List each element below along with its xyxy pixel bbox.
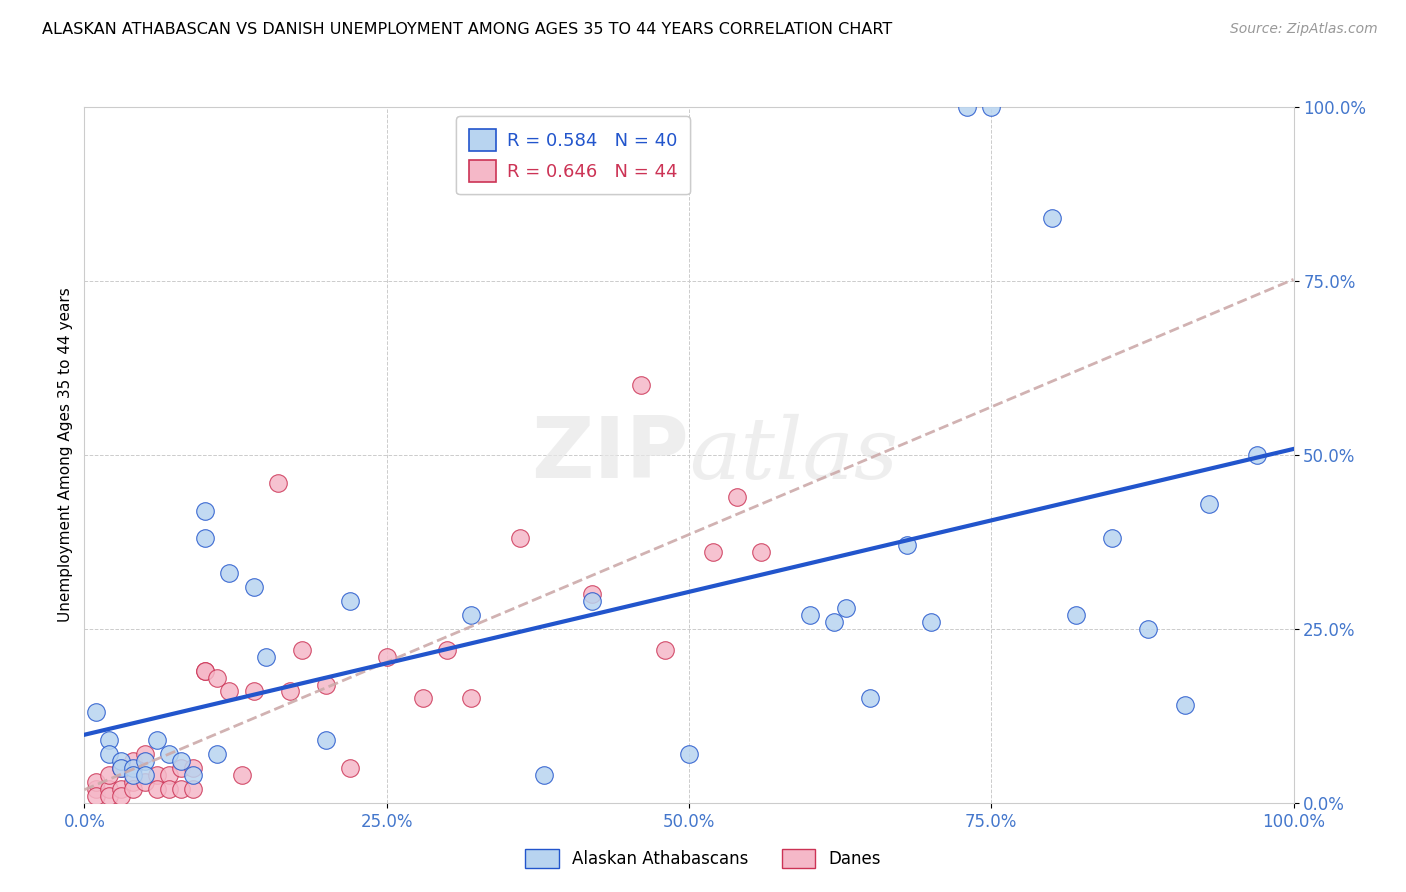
Point: [110, 754, 132, 768]
Point: [859, 691, 882, 706]
Point: [181, 761, 204, 775]
Legend: Alaskan Athabascans, Danes: Alaskan Athabascans, Danes: [519, 842, 887, 875]
Y-axis label: Unemployment Among Ages 35 to 44 years: Unemployment Among Ages 35 to 44 years: [58, 287, 73, 623]
Point: [86, 775, 108, 789]
Point: [110, 761, 132, 775]
Point: [97, 781, 120, 796]
Text: atlas: atlas: [689, 414, 898, 496]
Point: [460, 691, 482, 706]
Point: [339, 594, 361, 608]
Point: [509, 532, 531, 546]
Point: [242, 580, 264, 594]
Point: [920, 615, 942, 629]
Point: [207, 671, 229, 685]
Point: [460, 607, 482, 622]
Point: [702, 545, 724, 559]
Point: [97, 733, 120, 747]
Point: [121, 754, 143, 768]
Text: Source: ZipAtlas.com: Source: ZipAtlas.com: [1230, 22, 1378, 37]
Point: [291, 642, 314, 657]
Point: [254, 649, 277, 664]
Point: [134, 754, 156, 768]
Point: [533, 768, 555, 782]
Point: [110, 781, 132, 796]
Point: [110, 761, 132, 775]
Point: [170, 761, 193, 775]
Point: [146, 733, 169, 747]
Point: [751, 545, 773, 559]
Point: [218, 566, 240, 581]
Point: [267, 475, 290, 490]
Point: [956, 100, 979, 114]
Point: [1174, 698, 1197, 713]
Point: [581, 594, 603, 608]
Point: [194, 503, 217, 517]
Point: [146, 781, 169, 796]
Point: [1064, 607, 1087, 622]
Point: [823, 615, 845, 629]
Point: [218, 684, 240, 698]
Point: [170, 781, 193, 796]
Point: [97, 768, 120, 782]
Point: [194, 664, 217, 678]
Point: [134, 775, 156, 789]
Point: [1040, 211, 1063, 226]
Point: [339, 761, 361, 775]
Point: [654, 642, 676, 657]
Point: [121, 781, 143, 796]
Point: [194, 532, 217, 546]
Point: [121, 775, 143, 789]
Point: [97, 747, 120, 761]
Point: [1101, 532, 1123, 546]
Text: ALASKAN ATHABASCAN VS DANISH UNEMPLOYMENT AMONG AGES 35 TO 44 YEARS CORRELATION : ALASKAN ATHABASCAN VS DANISH UNEMPLOYMEN…: [42, 22, 893, 37]
Point: [799, 607, 821, 622]
Point: [1137, 622, 1160, 636]
Point: [170, 754, 193, 768]
Point: [278, 684, 301, 698]
Point: [581, 587, 603, 601]
Point: [725, 490, 748, 504]
Point: [896, 538, 918, 552]
Point: [157, 781, 180, 796]
Point: [1246, 448, 1268, 462]
Point: [86, 789, 108, 803]
Point: [181, 768, 204, 782]
Point: [97, 789, 120, 803]
Point: [121, 761, 143, 775]
Point: [134, 768, 156, 782]
Point: [436, 642, 458, 657]
Point: [375, 649, 398, 664]
Legend: R = 0.584   N = 40, R = 0.646   N = 44: R = 0.584 N = 40, R = 0.646 N = 44: [456, 116, 690, 194]
Point: [121, 768, 143, 782]
Point: [315, 677, 337, 691]
Point: [678, 747, 700, 761]
Point: [231, 768, 253, 782]
Text: ZIP: ZIP: [531, 413, 689, 497]
Point: [157, 747, 180, 761]
Point: [207, 747, 229, 761]
Point: [86, 781, 108, 796]
Point: [1198, 497, 1220, 511]
Point: [630, 378, 652, 392]
Point: [157, 768, 180, 782]
Point: [146, 768, 169, 782]
Point: [181, 781, 204, 796]
Point: [86, 706, 108, 720]
Point: [315, 733, 337, 747]
Point: [242, 684, 264, 698]
Point: [835, 601, 858, 615]
Point: [110, 789, 132, 803]
Point: [980, 100, 1002, 114]
Point: [194, 664, 217, 678]
Point: [134, 747, 156, 761]
Point: [412, 691, 434, 706]
